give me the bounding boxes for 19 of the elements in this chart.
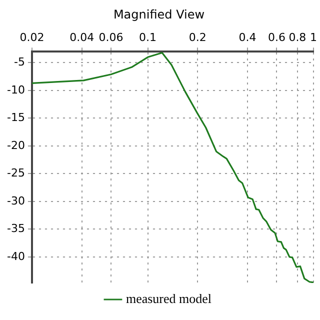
x-tick-label: 0.02 — [20, 30, 44, 44]
y-tick-label: -30 — [7, 194, 25, 208]
x-tick-label: 0.2 — [188, 30, 206, 44]
y-tick-label: -20 — [7, 138, 25, 152]
x-tick-label: 0.8 — [288, 30, 306, 44]
y-tick-label: -15 — [7, 111, 25, 124]
x-tick-label: 0.04 — [70, 30, 94, 44]
x-tick-label: 0.6 — [268, 30, 286, 44]
y-tick-label: -35 — [7, 222, 25, 236]
y-tick-label: -5 — [14, 56, 25, 69]
x-tick-label: 0.1 — [139, 30, 157, 44]
y-tick-label: -10 — [7, 83, 25, 96]
x-tick-label: 1 — [310, 30, 317, 44]
legend-label: measured model — [126, 290, 212, 306]
y-tick-label: -25 — [7, 166, 25, 180]
x-tick-label: 0.06 — [98, 30, 124, 44]
y-tick-label: -40 — [7, 250, 25, 263]
chart-title: Magnified View — [113, 7, 205, 22]
x-tick-label: 0.4 — [238, 30, 256, 44]
